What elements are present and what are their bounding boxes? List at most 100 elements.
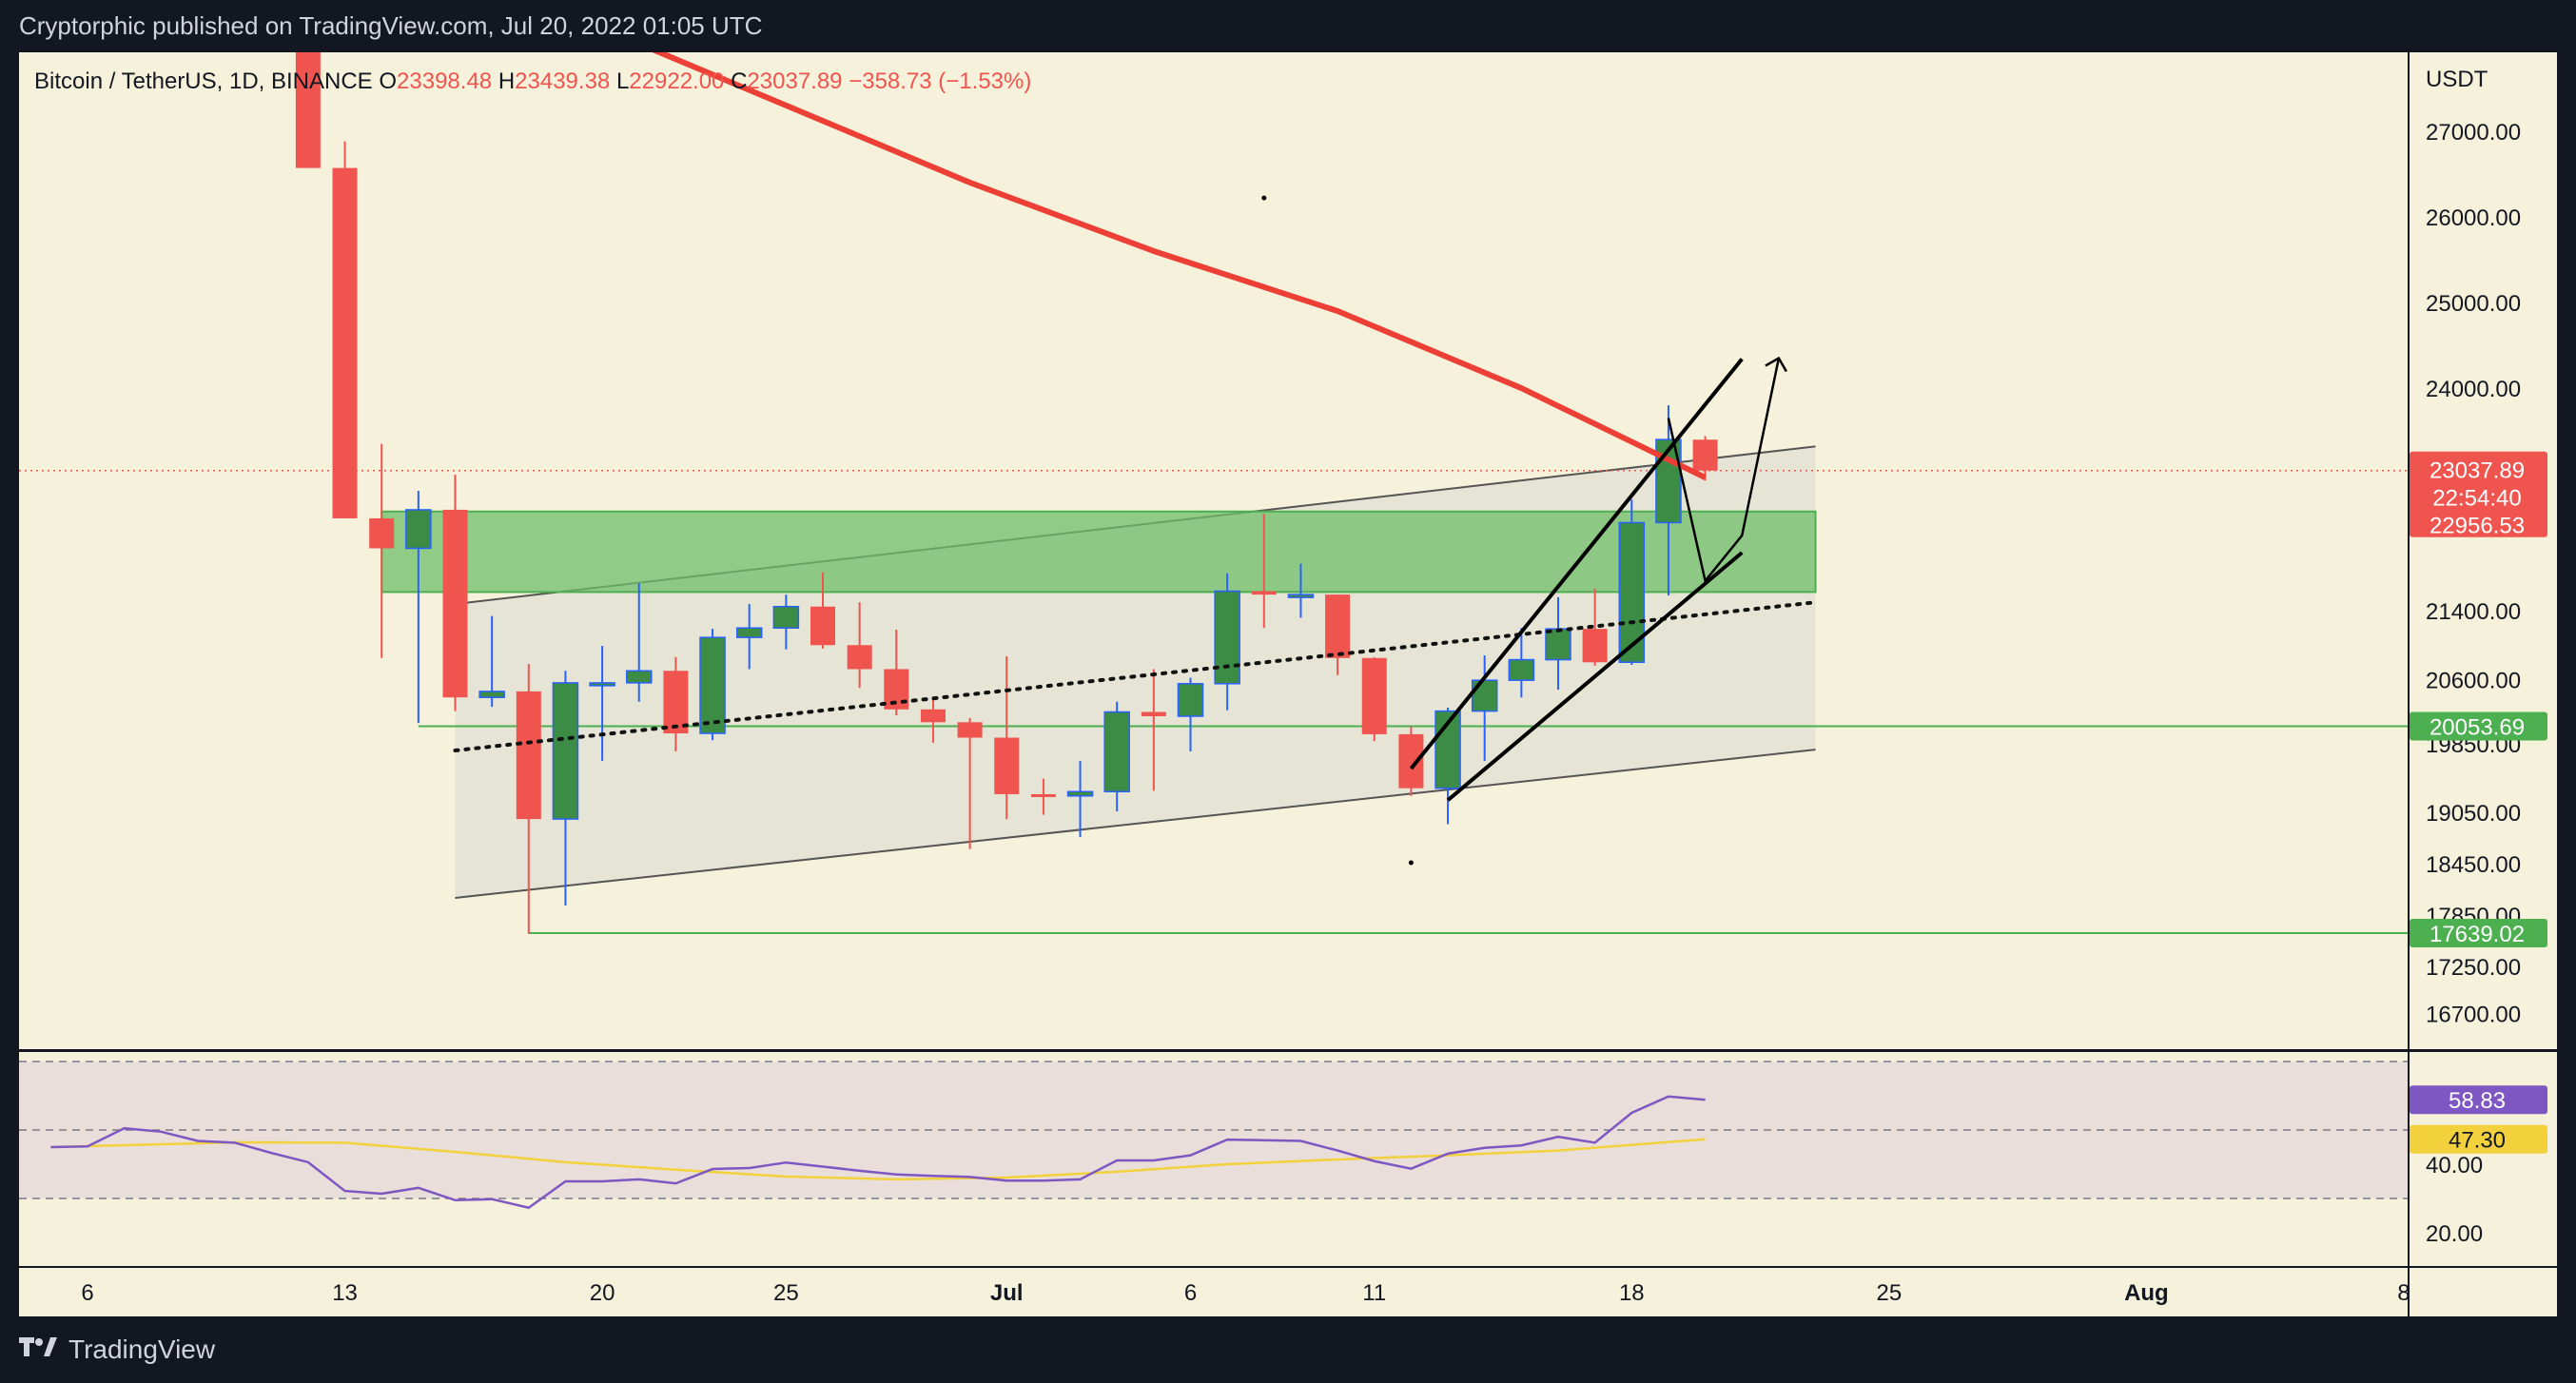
open-key: O xyxy=(379,68,397,94)
x-tick-label: Aug xyxy=(2124,1280,2169,1306)
ma-line xyxy=(652,52,1707,480)
candles xyxy=(295,52,1718,934)
support-lower-badge-bg xyxy=(2410,918,2547,947)
candle-body xyxy=(589,682,615,687)
publisher-header: Cryptorphic published on TradingView.com… xyxy=(0,0,2576,52)
demand-zone-rect[interactable] xyxy=(381,510,1817,594)
channel-lower-line[interactable] xyxy=(455,749,1816,899)
x-tick-label: 11 xyxy=(1362,1280,1386,1306)
candle-body xyxy=(405,509,432,550)
last-price-badge: 23037.89 xyxy=(2430,458,2525,484)
annotation-dot-1[interactable] xyxy=(1261,195,1267,201)
channel-midline[interactable] xyxy=(453,600,1818,753)
candle-body xyxy=(1692,439,1718,471)
candle xyxy=(1398,726,1424,796)
projection-arrowhead[interactable] xyxy=(1765,356,1787,373)
candle xyxy=(589,646,615,761)
candle xyxy=(478,615,505,708)
candle-body xyxy=(1251,591,1277,595)
candle xyxy=(1177,677,1204,751)
x-tick-label: 13 xyxy=(332,1280,358,1306)
y-tick-label: 18450.00 xyxy=(2426,852,2521,878)
candle-body xyxy=(735,627,763,638)
candle-body xyxy=(1361,657,1387,734)
y-tick-label: 16700.00 xyxy=(2426,1003,2521,1028)
candle xyxy=(369,443,395,658)
rsi-ma-line xyxy=(50,1138,1706,1181)
ma-value-badge: 22956.53 xyxy=(2430,514,2525,539)
candle xyxy=(1030,778,1056,815)
time-axis[interactable]: 6 13 20 25 Jul 6 11 18 25 Aug 8 xyxy=(81,1280,2410,1306)
rsi-ma-value-badge-bg xyxy=(2410,1124,2547,1154)
chart-area[interactable]: USDT 27000.00 26000.00 25000.00 24000.00 2140… xyxy=(0,52,2576,1316)
currency-label: USDT xyxy=(2426,67,2488,92)
candle xyxy=(1582,588,1608,666)
x-tick-label: 18 xyxy=(1619,1280,1645,1306)
left-frame xyxy=(0,52,19,1316)
support-upper-badge-bg xyxy=(2410,711,2547,741)
countdown-badge: 22:54:40 xyxy=(2432,486,2521,512)
candle xyxy=(552,671,579,906)
rsi-panel xyxy=(19,1061,2409,1210)
x-tick-label: 6 xyxy=(1184,1280,1197,1306)
candle xyxy=(735,604,763,670)
candle-body xyxy=(478,691,505,698)
candle xyxy=(295,52,321,168)
support-lower-badge: 17639.02 xyxy=(2430,922,2525,947)
candle xyxy=(663,656,689,751)
rsi-y-tick-label: 40.00 xyxy=(2426,1153,2483,1178)
wedge-upper-line[interactable] xyxy=(1409,358,1744,770)
symbol-legend: Bitcoin / TetherUS, 1D, BINANCE O23398.4… xyxy=(34,68,1031,94)
y-tick-label: 27000.00 xyxy=(2426,120,2521,146)
candle xyxy=(957,717,983,849)
candle xyxy=(699,629,726,741)
candle-body xyxy=(1508,658,1535,681)
high-key: H xyxy=(498,68,515,94)
ohlc-legend: Bitcoin / TetherUS, 1D, BINANCE O23398.4… xyxy=(34,68,1031,94)
projection-path[interactable] xyxy=(1667,358,1781,584)
candle-body xyxy=(994,737,1020,794)
candle-body xyxy=(1141,711,1166,717)
annotation-dot-2[interactable] xyxy=(1408,860,1414,866)
candle-body xyxy=(699,636,726,734)
candle xyxy=(516,664,541,934)
rsi-ma-value-badge: 47.30 xyxy=(2449,1128,2506,1154)
candle xyxy=(1434,708,1461,825)
candle-body xyxy=(847,645,872,670)
support-lines[interactable] xyxy=(19,469,2409,934)
candle-body xyxy=(1214,590,1240,685)
brand-label[interactable]: TradingView xyxy=(68,1334,216,1364)
rsi-y-tick-label: 20.00 xyxy=(2426,1221,2483,1247)
candle-body xyxy=(1582,629,1608,663)
change-value: −358.73 (−1.53%) xyxy=(849,68,1031,94)
low-value: 22922.00 xyxy=(629,68,731,94)
candle-body xyxy=(1471,679,1498,712)
candle-body xyxy=(626,670,653,684)
y-tick-label: 25000.00 xyxy=(2426,291,2521,317)
candle-body xyxy=(442,509,468,698)
drawings[interactable] xyxy=(453,195,1818,866)
x-tick-label: 25 xyxy=(773,1280,799,1306)
candle-body xyxy=(1030,793,1056,797)
y-tick-label: 24000.00 xyxy=(2426,377,2521,402)
candle-body xyxy=(369,517,395,549)
candle-body xyxy=(1398,733,1424,789)
candle-body xyxy=(772,605,800,629)
candle xyxy=(1251,514,1277,629)
candle xyxy=(332,141,358,518)
candle xyxy=(810,572,835,649)
candle xyxy=(920,696,946,743)
wedge-lower-line[interactable] xyxy=(1446,551,1744,802)
demand-zone[interactable] xyxy=(381,510,1817,594)
candle xyxy=(1508,628,1535,698)
close-key: C xyxy=(731,68,747,94)
x-tick-label: 8 xyxy=(2397,1280,2410,1306)
rsi-value-badge: 58.83 xyxy=(2449,1088,2506,1114)
publisher-line: Cryptorphic published on TradingView.com… xyxy=(19,11,763,40)
candle-body xyxy=(332,167,358,518)
close-value: 23037.89 xyxy=(747,68,849,94)
tradingview-logo-icon[interactable] xyxy=(19,1334,57,1365)
candle xyxy=(1325,594,1351,675)
candle-body xyxy=(1066,790,1094,797)
candle-body xyxy=(1325,594,1351,658)
